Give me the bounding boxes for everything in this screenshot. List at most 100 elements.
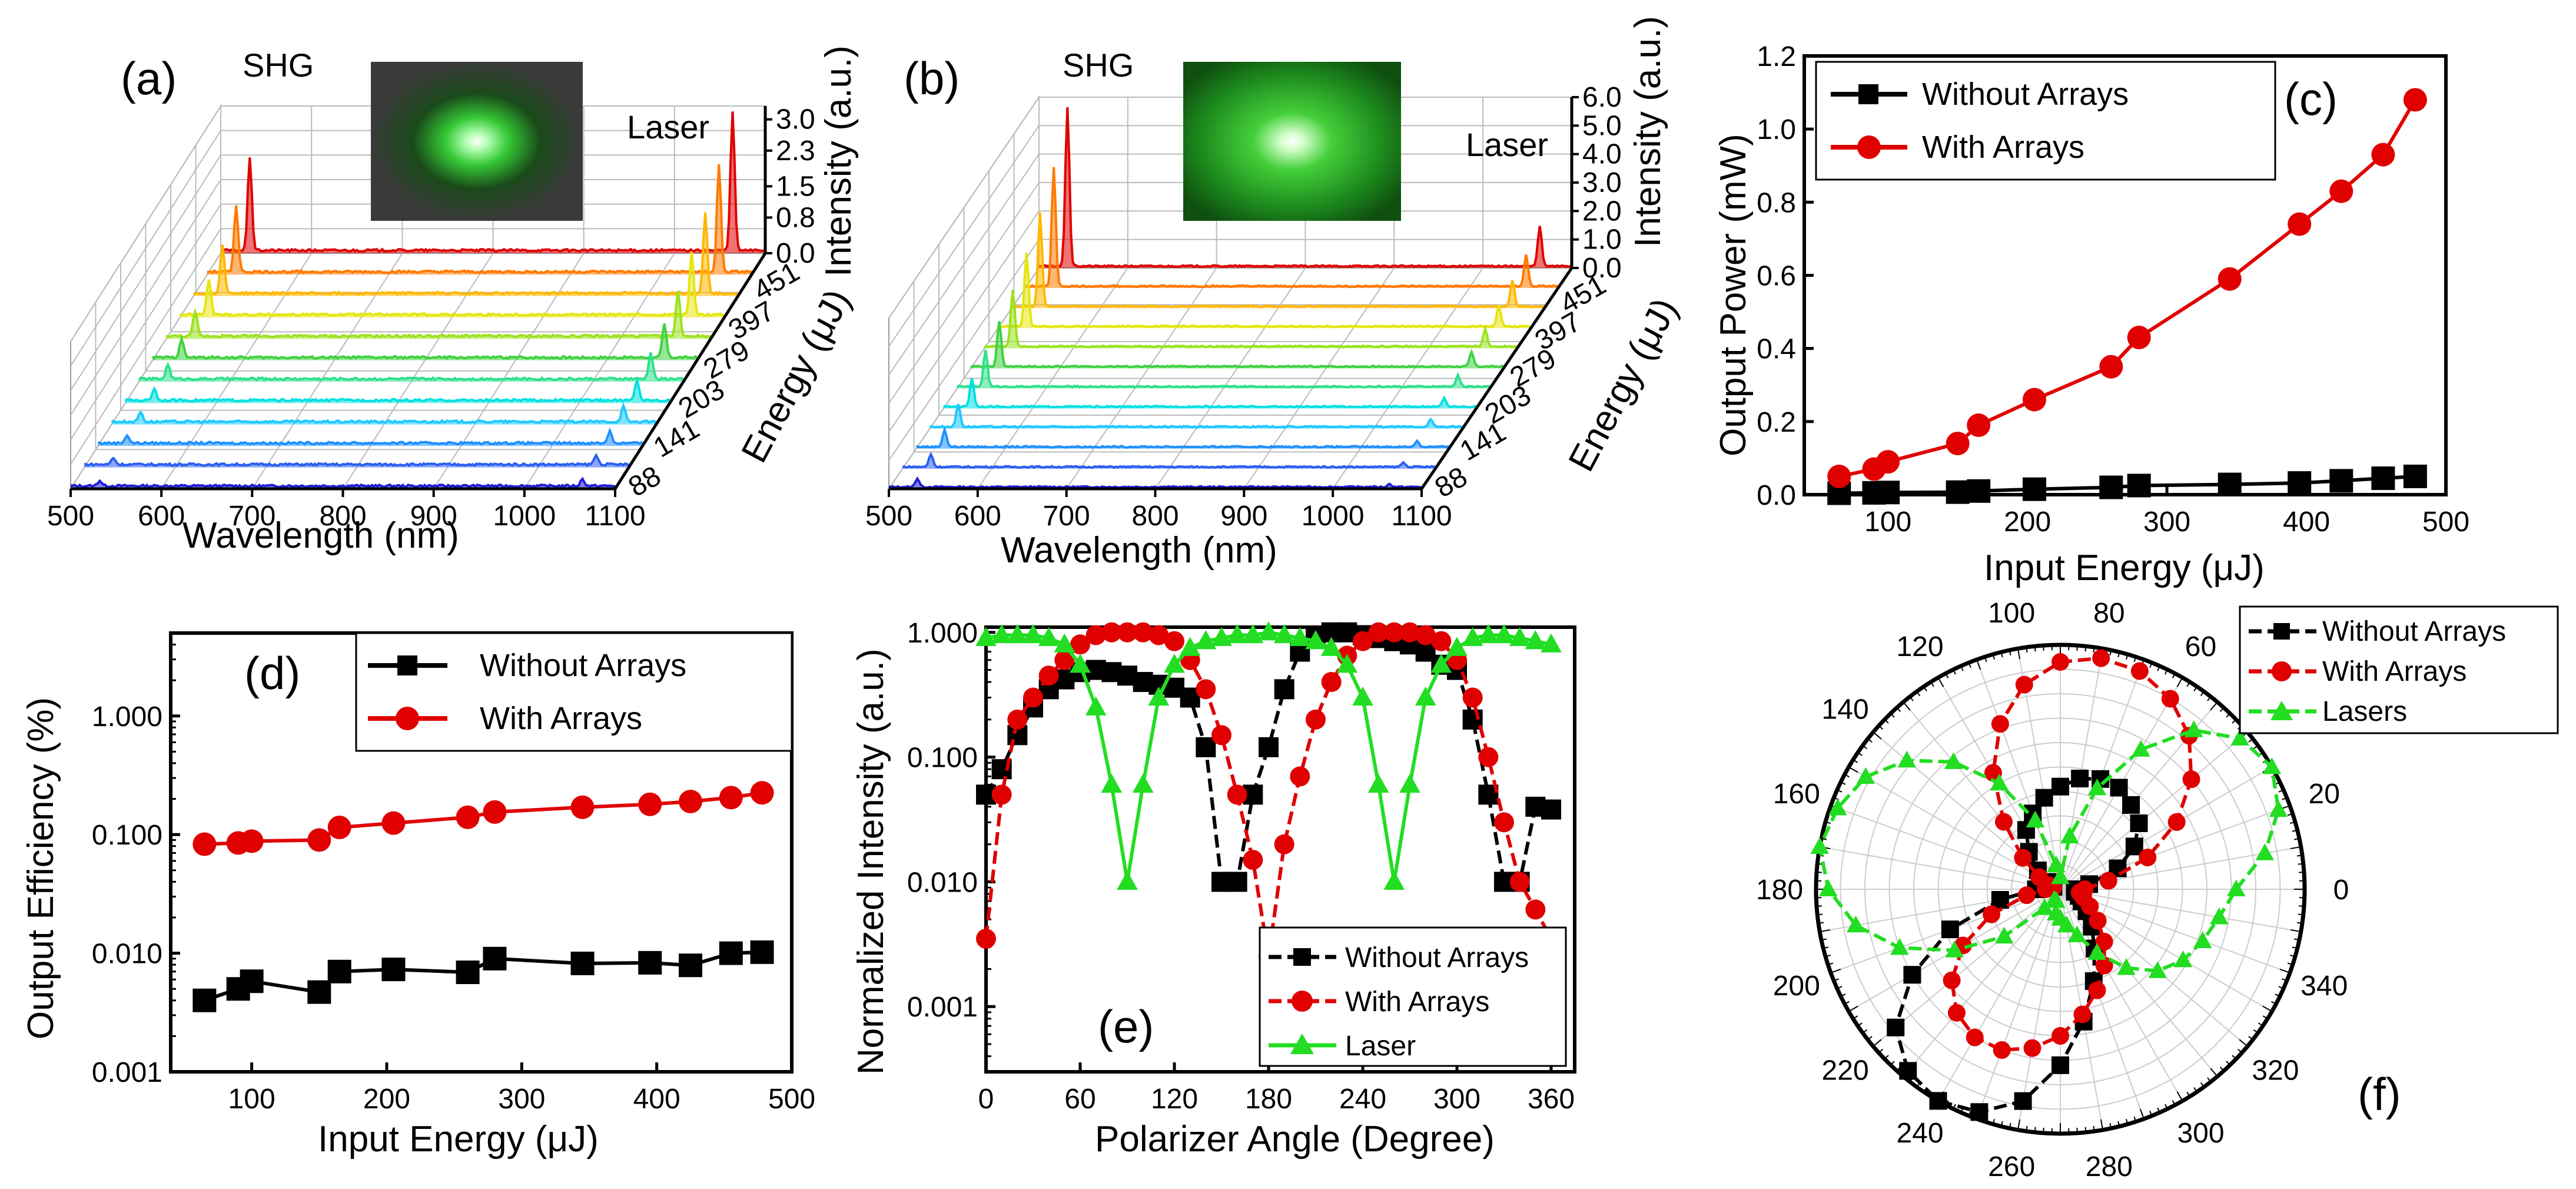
panel-d-series-0-point [192, 988, 217, 1012]
panel-f-angle-tick [1853, 1015, 1858, 1019]
panel-f-angle-tick [2278, 789, 2284, 793]
panel-f-series-2-point [2087, 943, 2106, 960]
panel-f-series-1-point [2089, 912, 2107, 930]
panel-f-angle-tick [2193, 686, 2197, 691]
panel-f-series-2-point [2026, 810, 2045, 828]
panel-f-angle-tick [2293, 837, 2300, 840]
panel-f-angle-tick [2219, 707, 2225, 712]
panel-f-series-0-point [1887, 1018, 1905, 1036]
panel-f-angle-tick [1945, 673, 1949, 678]
panel-a-series-7 [165, 290, 712, 339]
panel-a-series-4 [124, 379, 670, 403]
panel-c-series-1-point [1967, 413, 1991, 438]
panel-e-series-1-point [1243, 850, 1263, 870]
panel-f-angle-label: 60 [2185, 631, 2216, 663]
panel-f-angle-tick [2034, 1127, 2036, 1132]
panel-f-series-2-point [2057, 915, 2076, 933]
panel-c-series-0-point [1967, 479, 1991, 503]
panel-f-angle-tick [1833, 978, 1839, 982]
panel-a-zlabel: Intensity (a.u.) [818, 45, 859, 277]
panel-a-spectra [70, 111, 766, 489]
panel-f-angle-tick [2084, 646, 2087, 652]
panel-f-angle-tick [1825, 954, 1831, 958]
panel-f-angle-tick [2292, 829, 2298, 832]
panel-d-xtick-label: 500 [768, 1084, 815, 1115]
panel-e-series-2-point [1085, 696, 1107, 716]
panel-a-series-6 [151, 323, 698, 360]
panel-f-series-1-point [2017, 886, 2036, 905]
panel-f-series-2-point [1944, 752, 1963, 769]
panel-e-series-1-point [1494, 812, 1514, 833]
panel-f-angle-tick [1823, 946, 1829, 949]
panel-f-angle-tick [2193, 1087, 2197, 1092]
panel-b-xtick-label: 1000 [1302, 501, 1365, 532]
panel-e-series-2-point [1399, 773, 1420, 793]
panel-b-ztick-label: 0.0 [1582, 253, 1622, 284]
panel-f-series-2-point [2087, 778, 2107, 796]
panel-b-ylabel: Energy (μJ) [1561, 292, 1685, 478]
panel-d-series-0-point [327, 959, 351, 983]
panel-f-series-2-point [1990, 773, 2009, 791]
panel-f-angle-label: 340 [2301, 971, 2348, 1002]
panel-e-plot: 0 60 120 180 240 300 360 0.001 0.010 0.100 1.000 [907, 618, 1575, 1115]
panel-e-xtick-label: 240 [1339, 1084, 1386, 1115]
panel-f-angle-tick [1820, 929, 1831, 933]
panel-f-series-1-point [2095, 933, 2113, 951]
panel-b-laser-annotation: Laser [1466, 126, 1548, 163]
panel-f-series-2-point [2117, 958, 2136, 975]
panel-a-shg-annotation: SHG [243, 47, 314, 84]
panel-f-angle-tick [2290, 929, 2301, 933]
panel-d-ytick-label: 0.010 [92, 939, 162, 970]
panel-f-series-2-point [2148, 961, 2167, 978]
panel-f-angle-label: 20 [2309, 779, 2340, 810]
panel-f-angle-tick [2287, 962, 2293, 966]
panel-b-ztick-label: 1.0 [1582, 224, 1622, 256]
panel-f-angle-tick [2290, 846, 2301, 850]
panel-f-series-1-point [2099, 872, 2117, 890]
panel-f-angle-tick [2149, 662, 2153, 668]
panel-a-xtick-label: 800 [319, 501, 366, 532]
panel-f-legend-marker-laser [2270, 701, 2293, 720]
panel-f-angle-tick [1828, 962, 1834, 966]
panel-e-series-2-point [1132, 773, 1154, 793]
panel-f-angle-tick [2000, 652, 2003, 658]
panel-e-series-2-point [1446, 637, 1468, 656]
panel-d-plot: 100 200 300 400 500 0.001 0.010 0.100 1.000 [92, 644, 815, 1115]
panel-b-shg-annotation: SHG [1063, 47, 1134, 84]
panel-f-spoke [2060, 889, 2183, 1101]
panel-f-series-1-point [2161, 690, 2179, 708]
panel-d-xtick-label: 100 [228, 1084, 275, 1115]
panel-c-legend-with: With Arrays [1922, 130, 2084, 165]
panel-f-series-2-point [2209, 908, 2229, 925]
panel-e-series-1-point [1196, 679, 1216, 700]
panel-d-series-1-point [240, 829, 264, 853]
panel-f-angle-tick [1857, 1022, 1863, 1026]
panel-b-series-8 [997, 252, 1531, 329]
panel-e-series-1-point [1368, 622, 1389, 642]
panel-e-series-1-point [1415, 625, 1436, 645]
panel-a-series-2 [97, 427, 643, 446]
panel-e-series-2-point [1462, 627, 1483, 647]
panel-a-inset-image [371, 62, 583, 221]
panel-c-series-0-point [2022, 477, 2046, 501]
panel-f-angle-tick [2262, 1005, 2272, 1012]
panel-e-xtick-label: 360 [1528, 1084, 1575, 1115]
panel-a-xtick-label: 600 [138, 501, 185, 532]
panel-d-series-1-point [456, 805, 480, 829]
panel-f-angle-tick [2226, 1061, 2231, 1066]
panel-f-angle-tick [2000, 1121, 2003, 1127]
panel-f-angle-tick [1903, 701, 1911, 711]
panel-c-series-1-point [2022, 387, 2046, 412]
panel-e-series-2-point [1148, 686, 1170, 706]
panel-f-angle-tick [2278, 986, 2284, 989]
panel-d-series-1-point [678, 790, 702, 814]
panel-f-angle-tick [2139, 1108, 2145, 1120]
panel-d-series-1-point [327, 815, 351, 839]
panel-f-series-1-point [2167, 813, 2186, 831]
panel-f-series-1-point [1983, 905, 2001, 923]
panel-f-series-2-point [2051, 867, 2070, 885]
panel-a-ztick-label: 1.5 [776, 171, 815, 202]
panel-d-series-1-point [483, 800, 507, 824]
panel-f-angle-tick [1984, 657, 1987, 663]
panel-f-series-2-point [2047, 890, 2066, 908]
